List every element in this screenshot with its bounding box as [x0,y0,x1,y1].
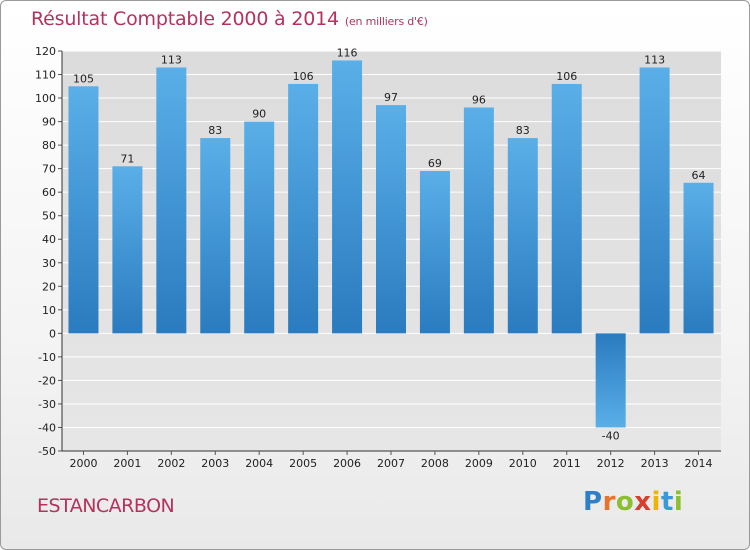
bar-2012 [595,333,626,428]
x-tick-label-2009: 2009 [465,457,493,470]
chart-title-text: Résultat Comptable 2000 à 2014 [31,8,339,30]
x-tick-label-2004: 2004 [245,457,273,470]
bar-2000 [68,86,99,334]
data-label-2010: 83 [516,124,530,137]
x-tick-label-2000: 2000 [69,457,97,470]
data-label-2014: 64 [692,169,706,182]
y-tick-label: -30 [38,398,56,411]
bar-2010 [507,138,538,334]
y-tick-label: 50 [42,210,56,223]
data-label-2001: 71 [120,152,134,165]
data-label-2013: 113 [644,53,665,66]
proxiti-logo: Proxiti [583,487,684,517]
y-tick-label: -40 [38,421,56,434]
data-label-2000: 105 [73,72,94,85]
chart-title: Résultat Comptable 2000 à 2014 (en millie… [31,8,428,30]
x-tick-label-2008: 2008 [421,457,449,470]
data-label-2011: 106 [556,70,577,83]
y-tick-label: 30 [42,257,56,270]
x-tick-label-2006: 2006 [333,457,361,470]
x-tick-label-2003: 2003 [201,457,229,470]
bar-2006 [332,60,363,334]
data-label-2012: -40 [602,429,620,442]
y-tick-label: 20 [42,280,56,293]
bar-2002 [156,67,187,334]
y-tick-label: 10 [42,304,56,317]
bar-2001 [112,166,143,334]
data-label-2009: 96 [472,93,486,106]
y-tick-label: -10 [38,351,56,364]
y-tick-label: 70 [42,163,56,176]
y-tick-label: 90 [42,116,56,129]
bar-2008 [419,171,450,334]
x-tick-label-2007: 2007 [377,457,405,470]
bar-2005 [288,83,319,334]
y-tick-label: 110 [35,69,56,82]
y-tick-label: 60 [42,186,56,199]
x-tick-label-2001: 2001 [113,457,141,470]
bar-2003 [200,138,231,334]
chart-units: (en milliers d'€) [344,15,428,28]
y-tick-label: 120 [35,45,56,58]
data-label-2002: 113 [161,53,182,66]
data-label-2007: 97 [384,91,398,104]
x-tick-label-2012: 2012 [597,457,625,470]
x-tick-label-2002: 2002 [157,457,185,470]
commune-name: ESTANCARBON [37,495,175,517]
y-tick-label: 0 [49,327,56,340]
x-tick-label-2010: 2010 [509,457,537,470]
y-tick-label: -50 [38,445,56,458]
y-tick-label: -20 [38,374,56,387]
data-label-2004: 90 [252,108,266,121]
x-tick-label-2013: 2013 [641,457,669,470]
bar-2014 [683,182,714,334]
bar-2011 [551,83,582,334]
data-label-2003: 83 [208,124,222,137]
bar-2007 [376,105,406,334]
y-tick-label: 80 [42,139,56,152]
x-tick-label-2014: 2014 [685,457,713,470]
data-label-2005: 106 [293,70,314,83]
bar-2013 [639,67,670,334]
y-tick-label: 40 [42,233,56,246]
x-tick-label-2005: 2005 [289,457,317,470]
bar-2004 [244,121,275,334]
bar-2009 [463,107,494,334]
y-tick-label: 100 [35,92,56,105]
data-label-2008: 69 [428,157,442,170]
x-tick-label-2011: 2011 [553,457,581,470]
data-label-2006: 116 [337,46,358,59]
